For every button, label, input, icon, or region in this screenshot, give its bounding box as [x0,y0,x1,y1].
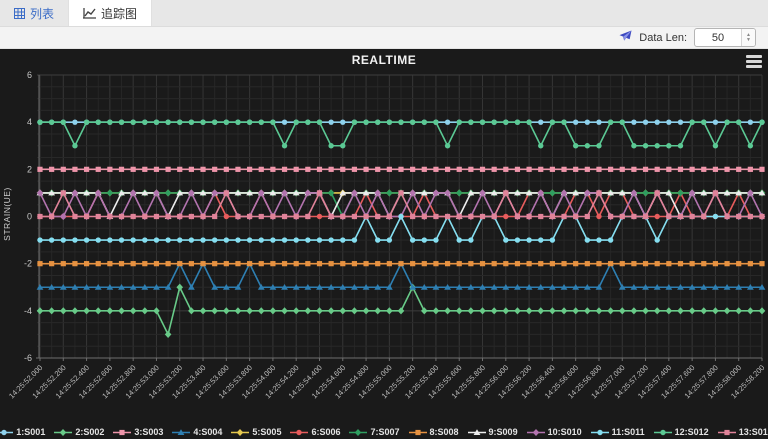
legend-item[interactable]: 8:S008 [408,427,459,437]
table-icon [14,7,25,19]
tab-trace-chart-label: 追踪图 [101,6,138,21]
data-len-label: Data Len: [639,31,687,44]
legend-marker-icon [231,428,250,436]
chart-legend: 1:S001 2:S002 3:S003 4:S004 5:S005 6:S006 7:S0… [0,427,768,437]
svg-text:-2: -2 [24,259,32,269]
svg-text:-4: -4 [24,306,32,316]
svg-text:-6: -6 [24,353,32,363]
realtime-chart: REALTIME STRAIN(UE) 6 4 2 0 -2 -4 -6 14:25:52.0… [0,49,768,439]
y-axis-title: STRAIN(UE) [2,187,12,241]
tab-bar: 列表 追踪图 [0,0,768,27]
svg-text:0: 0 [27,212,32,222]
legend-item-label: 1:S001 [16,427,46,437]
chart-title: REALTIME [351,53,417,67]
tab-trace-chart[interactable]: 追踪图 [68,0,153,26]
legend-marker-icon [653,429,672,435]
legend-marker-icon [467,428,486,435]
legend-item-label: 7:S007 [370,427,400,437]
legend-marker-icon [408,429,427,435]
svg-text:4: 4 [27,117,32,127]
legend-marker-icon [113,429,132,435]
legend-item-label: 9:S009 [488,427,518,437]
legend-marker-icon [54,428,73,436]
legend-item[interactable]: 5:S005 [231,427,281,437]
legend-item[interactable]: 7:S007 [349,427,400,437]
legend-marker-icon [526,428,545,436]
line-chart-icon [83,7,97,19]
legend-item-label: 6:S006 [311,427,341,437]
stepper-down-icon[interactable]: ▼ [746,36,751,43]
legend-item[interactable]: 1:S001 [0,427,45,437]
legend-marker-icon [290,429,309,435]
legend-item-label: 10:S010 [547,427,582,437]
tab-list[interactable]: 列表 [0,0,68,26]
legend-item[interactable]: 3:S003 [113,427,163,437]
legend-item-label: 12:S012 [674,427,709,437]
legend-item[interactable]: 13:S013 [717,427,768,437]
data-len-field: ▲▼ [694,28,756,47]
legend-marker-icon [590,429,609,435]
data-len-input[interactable] [695,29,741,46]
legend-item[interactable]: 9:S009 [467,427,518,437]
stepper-arrows[interactable]: ▲ ▼ [741,29,755,46]
stepper-up-icon[interactable]: ▲ [746,31,751,38]
legend-item[interactable]: 4:S004 [172,427,222,437]
legend-marker-icon [717,429,736,435]
legend-item-label: 2:S002 [75,427,105,437]
svg-text:2: 2 [27,164,32,174]
legend-item[interactable]: 6:S006 [290,427,340,437]
chart-menu-icon[interactable] [746,55,762,68]
svg-text:6: 6 [27,70,32,80]
realtime-plot: 6420-2-4-614:25:52.00014:25:52.20014:25:… [7,70,766,400]
legend-item-label: 5:S005 [252,427,282,437]
legend-marker-icon [349,428,368,436]
legend-marker-icon [172,428,191,435]
legend-item-label: 3:S003 [134,427,164,437]
legend-item[interactable]: 12:S012 [653,427,709,437]
tab-list-label: 列表 [30,6,55,21]
control-bar: Data Len: ▲▼ [0,27,768,49]
legend-item-label: 11:S011 [611,427,645,437]
legend-marker-icon [0,429,14,435]
legend-item-label: 8:S008 [429,427,459,437]
legend-item-label: 4:S004 [193,427,223,437]
legend-item[interactable]: 10:S010 [526,427,582,437]
send-plane-icon[interactable] [619,29,632,47]
legend-item[interactable]: 2:S002 [54,427,104,437]
legend-item[interactable]: 11:S011 [590,427,645,437]
legend-item-label: 13:S013 [738,427,768,437]
